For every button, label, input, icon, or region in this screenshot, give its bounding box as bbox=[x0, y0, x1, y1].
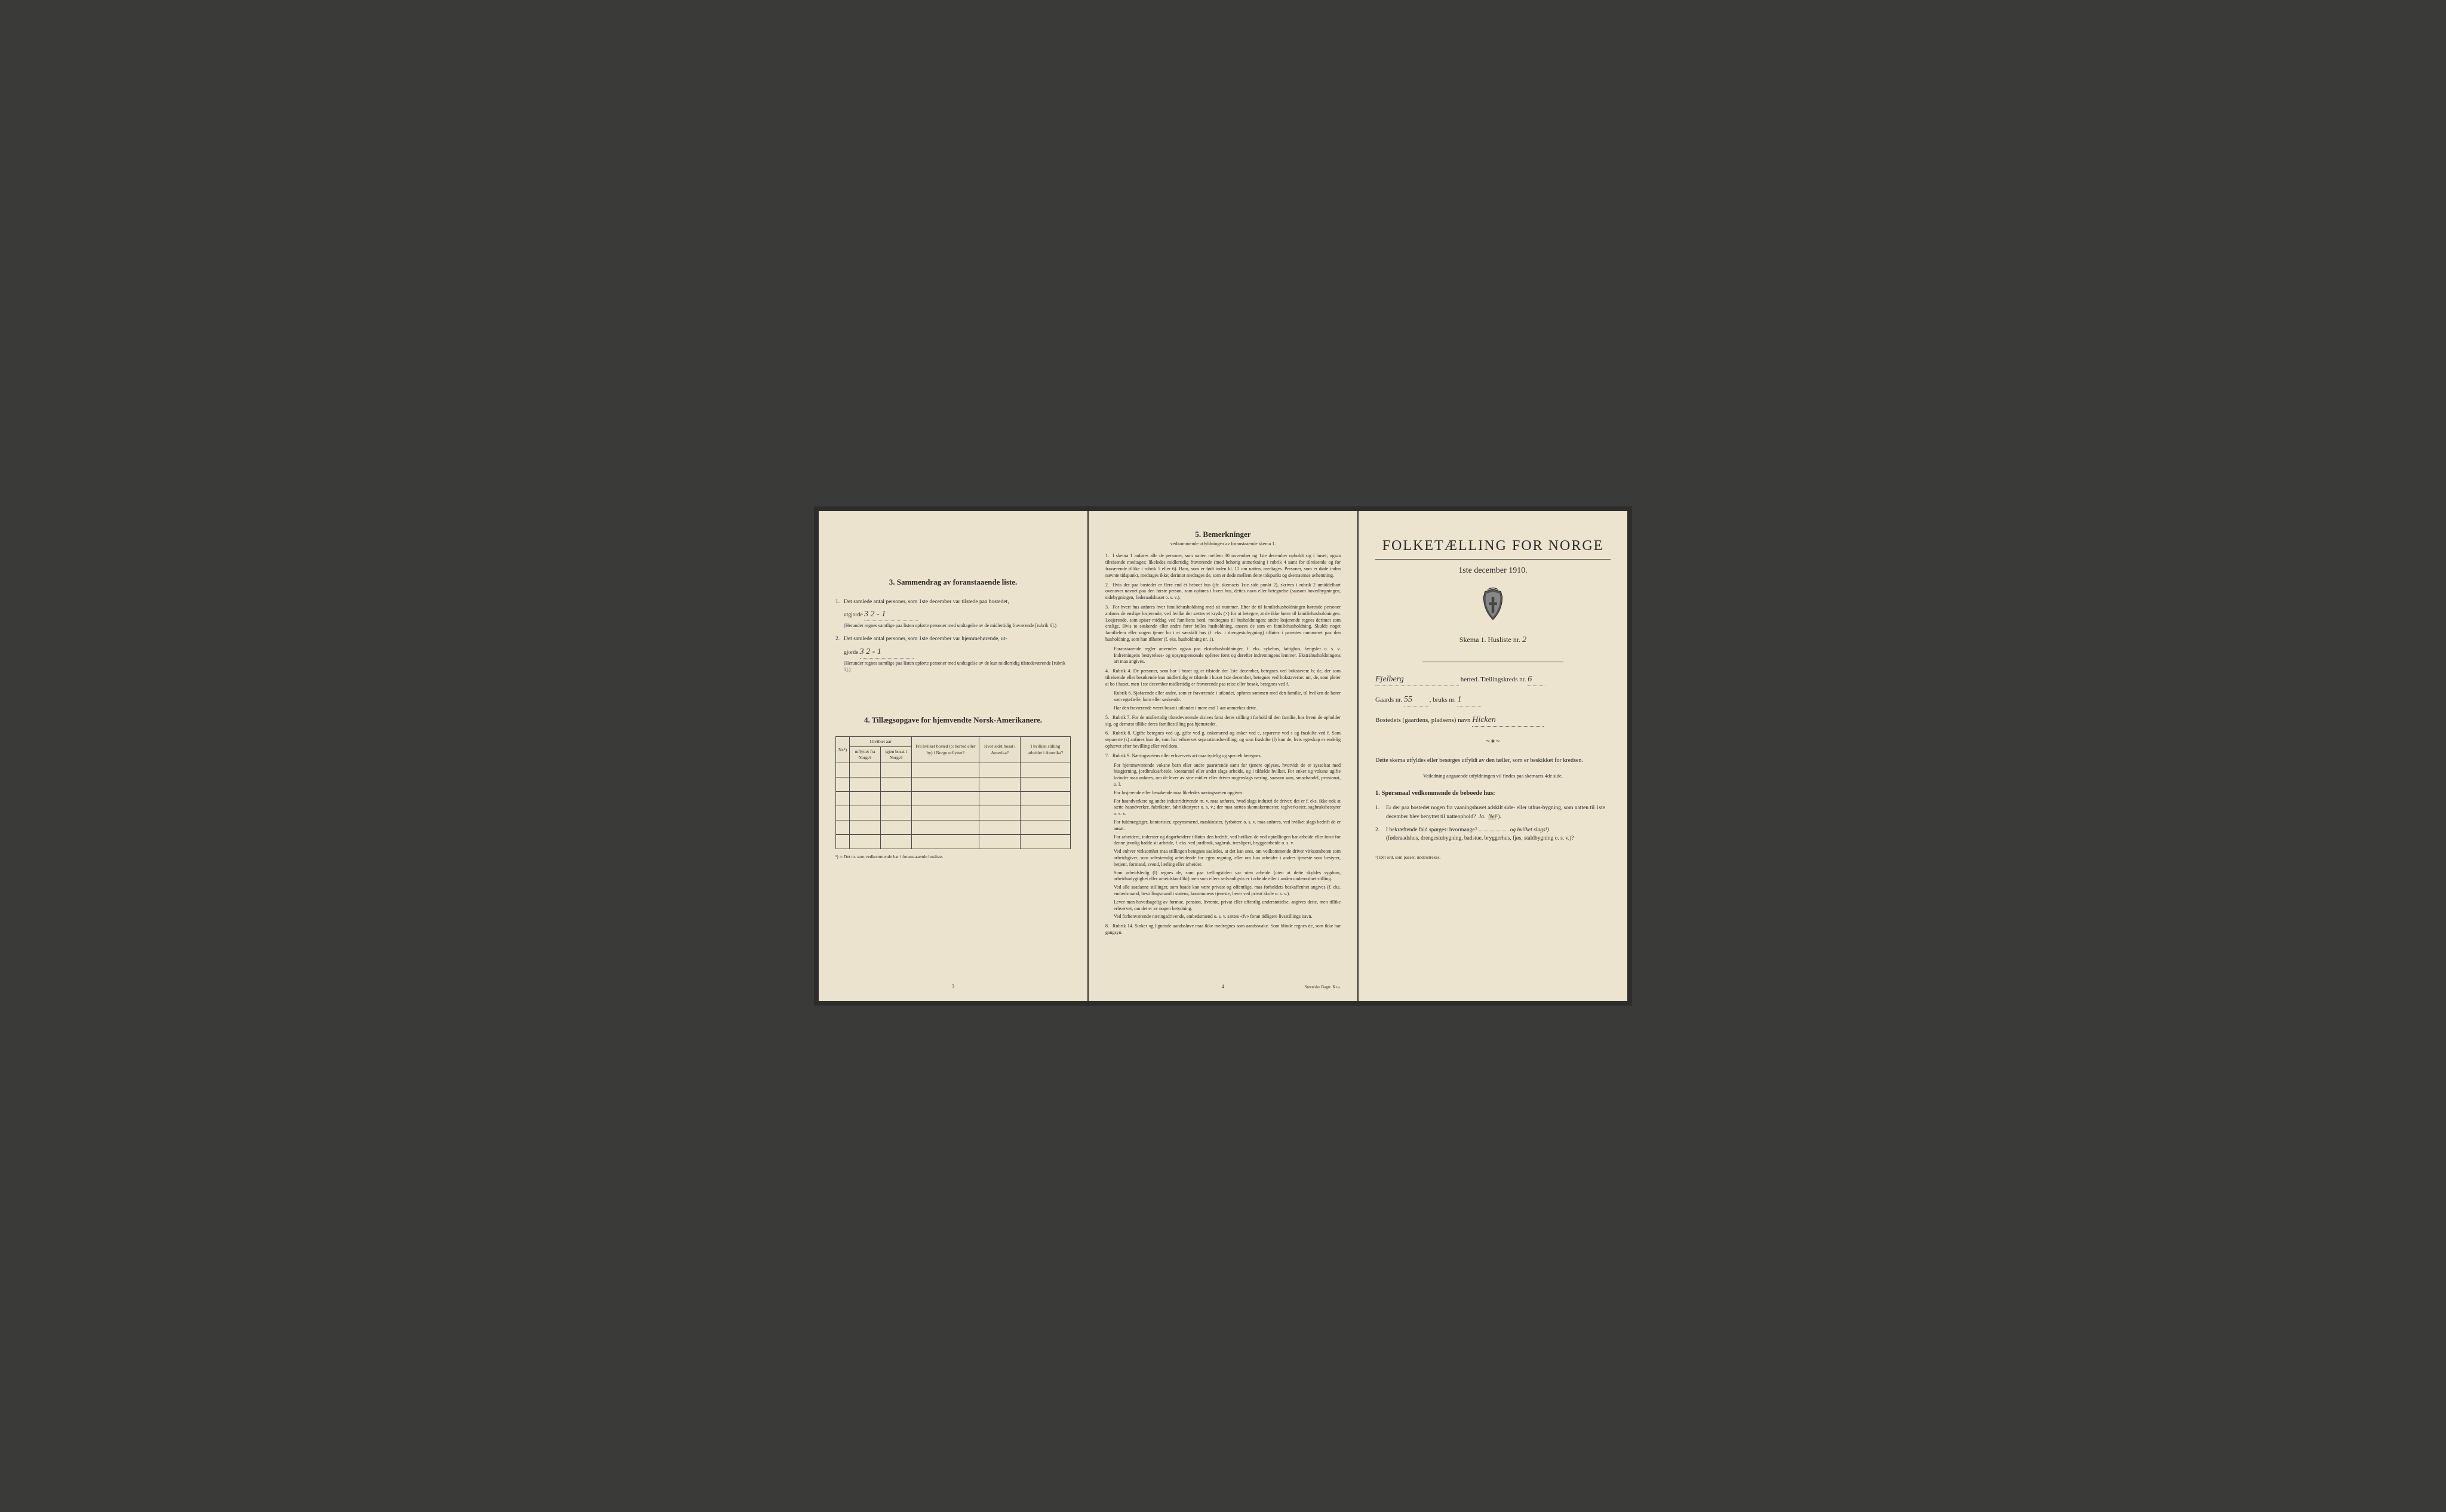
item-1-note: (Herunder regnes samtlige paa listen opf… bbox=[844, 623, 1071, 629]
rubrik-7-sub-h: Ved alle saadanne stillinger, som baade … bbox=[1114, 884, 1341, 898]
table-row bbox=[836, 835, 1071, 849]
page-number: 4 bbox=[1222, 983, 1225, 990]
page-number: 3 bbox=[952, 983, 955, 990]
rubrik-3: 3.For hvert hus anføres hver familiehush… bbox=[1105, 604, 1341, 643]
herred-line: Fjelberg herred. Tællingskreds nr. 6 bbox=[1375, 674, 1611, 686]
census-document: 3. Sammendrag av foranstaaende liste. 1.… bbox=[814, 506, 1632, 1006]
amerikanere-table: Nr.¹) I hvilket aar Fra hvilket bosted (… bbox=[835, 736, 1071, 849]
rubrik-4: 4.Rubrik 4. De personer, som bor i huset… bbox=[1105, 668, 1341, 687]
rubrik-7-sub-c: For haandverkere og andre industridriven… bbox=[1114, 798, 1341, 818]
answer-nei: Nei bbox=[1488, 814, 1496, 820]
herred-value: Fjelberg bbox=[1375, 675, 1404, 684]
bruks-value: 1 bbox=[1457, 695, 1461, 704]
table-row bbox=[836, 820, 1071, 835]
rubrik-7-sub-d: For fuldmægtiger, kontorister, opsynsmæn… bbox=[1114, 819, 1341, 832]
bosted-line: Bostedets (gaardens, pladsens) navn Hick… bbox=[1375, 715, 1611, 727]
section-5-title: 5. Bemerkninger bbox=[1105, 529, 1341, 540]
rubrik-6: 6.Rubrik 8. Ugifte betegnes ved ug, gift… bbox=[1105, 730, 1341, 749]
rubrik-7-sub-a: For hjemmeværende voksne barn eller andr… bbox=[1114, 763, 1341, 788]
instruction-1: Dette skema utfyldes eller besørges utfy… bbox=[1375, 756, 1611, 765]
table-row bbox=[836, 806, 1071, 820]
item-1: 1.Det samlede antal personer, som 1ste d… bbox=[835, 598, 1071, 630]
skema-line: Skema 1. Husliste nr. 2 bbox=[1375, 635, 1611, 646]
publisher: Steen'ske Bogtr. Kr.a. bbox=[1304, 985, 1341, 990]
rubrik-4-sub-b: Har den fraværende været bosat i utlande… bbox=[1114, 705, 1341, 712]
rubrik-7-sub-i: Lever man hovedsagelig av formue, pensio… bbox=[1114, 899, 1341, 912]
rubrik-3-sub: Foranstaaende regler anvendes ogsaa paa … bbox=[1114, 646, 1341, 665]
table-row bbox=[836, 763, 1071, 777]
husliste-nr: 2 bbox=[1522, 635, 1526, 644]
item-2: 2.Det samlede antal personer, som 1ste d… bbox=[835, 635, 1071, 673]
census-date: 1ste december 1910. bbox=[1375, 566, 1611, 577]
page-1-cover: FOLKETÆLLING FOR NORGE 1ste december 191… bbox=[1359, 511, 1627, 1001]
separator-icon: ∼∗∼ bbox=[1375, 737, 1611, 746]
rubrik-7-sub-f: Ved enhver virksomhet maa stillingen bet… bbox=[1114, 849, 1341, 868]
table-row bbox=[836, 777, 1071, 792]
instruction-2: Veiledning angaaende utfyldningen vil fi… bbox=[1375, 772, 1611, 780]
bosted-value: Hicken bbox=[1472, 715, 1496, 724]
rubrik-1: 1.I skema 1 anføres alle de personer, so… bbox=[1105, 553, 1341, 579]
question-2: 2. I bekræftende fald spørges: hvormange… bbox=[1386, 826, 1611, 843]
rubrik-8: 8.Rubrik 14. Sinker og lignende aandsslø… bbox=[1105, 923, 1341, 936]
gaards-value: 55 bbox=[1404, 695, 1412, 704]
rubrik-7-sub-e: For arbeidere, inderster og dagarbeidere… bbox=[1114, 834, 1341, 847]
norway-crest-icon bbox=[1375, 588, 1611, 623]
value-tilstede: 3 2 - 1 bbox=[864, 610, 886, 619]
section-4-title: 4. Tillægsopgave for hjemvendte Norsk-Am… bbox=[835, 715, 1071, 726]
gaards-line: Gaards nr. 55 , bruks nr. 1 bbox=[1375, 694, 1611, 706]
rubrik-5: 5.Rubrik 7. For de midlertidig tilstedev… bbox=[1105, 715, 1341, 728]
rubrik-7: 7.Rubrik 9. Næringsveiens eller erhverve… bbox=[1105, 753, 1341, 760]
rubrik-7-sub-b: For losjerende eller besøkende maa likel… bbox=[1114, 790, 1341, 797]
table-footnote: ¹) ɔ: Det nr. som vedkommende har i fora… bbox=[835, 854, 1071, 860]
page-4-bemerkninger: 5. Bemerkninger vedkommende utfyldningen… bbox=[1089, 511, 1357, 1001]
rubrik-7-sub-j: Ved forhenværende næringsdrivende, embed… bbox=[1114, 914, 1341, 920]
table-row bbox=[836, 792, 1071, 806]
value-hjemme: 3 2 - 1 bbox=[860, 647, 881, 656]
footnote-p3: ¹) Det ord, som passer, understrekes. bbox=[1375, 855, 1611, 861]
kreds-value: 6 bbox=[1528, 675, 1532, 684]
section-5-subtitle: vedkommende utfyldningen av foranstaaend… bbox=[1105, 541, 1341, 548]
section-3-title: 3. Sammendrag av foranstaaende liste. bbox=[835, 577, 1071, 588]
page-3-summary: 3. Sammendrag av foranstaaende liste. 1.… bbox=[819, 511, 1087, 1001]
question-heading: 1. Spørsmaal vedkommende de beboede hus: bbox=[1375, 789, 1611, 798]
divider bbox=[1375, 559, 1611, 560]
rubrik-7-sub-g: Som arbeidsledig (l) regnes de, som paa … bbox=[1114, 870, 1341, 883]
main-title: FOLKETÆLLING FOR NORGE bbox=[1375, 536, 1611, 555]
question-1: 1. Er der paa bostedet nogen fra vaaning… bbox=[1386, 804, 1611, 821]
item-2-note: (Herunder regnes samtlige paa listen opf… bbox=[844, 660, 1071, 674]
rubrik-2: 2.Hvis der paa bostedet er flere end ét … bbox=[1105, 582, 1341, 601]
rubrik-4-sub-a: Rubrik 6. Sjøfarende eller andre, som er… bbox=[1114, 690, 1341, 703]
